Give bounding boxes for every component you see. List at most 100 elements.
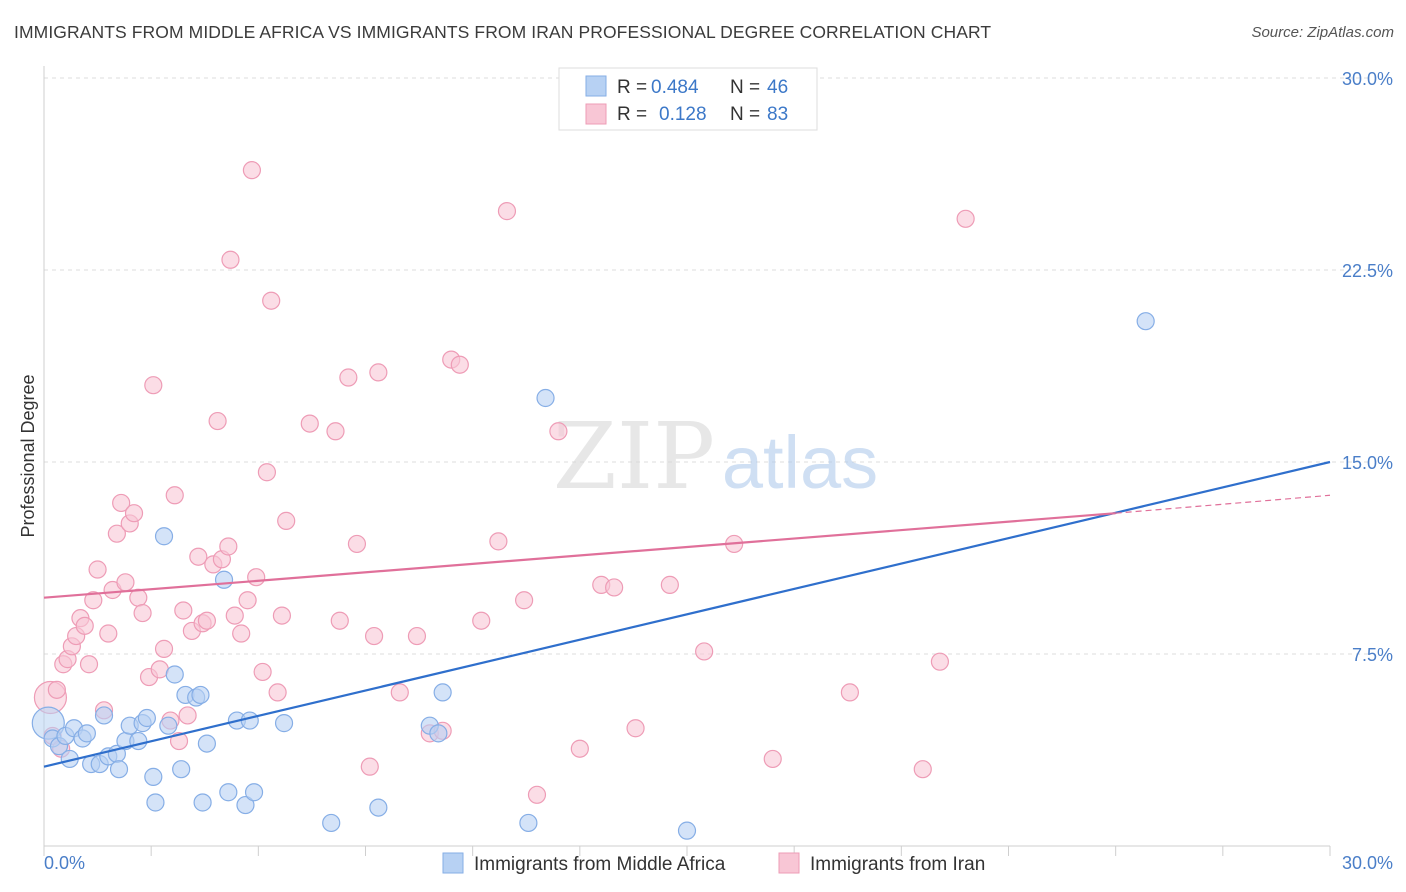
iran-point-16 [107,524,126,543]
iran-point-57 [360,757,379,776]
iran-point-2 [47,680,66,699]
iran-point-47 [257,463,277,482]
iran-point-50 [272,606,292,625]
middle-africa-point-27 [191,685,210,705]
middle-africa-point-30 [214,570,234,589]
iran-point-67 [489,532,508,551]
middle-africa-point-20 [146,793,165,812]
iran-point-70 [527,785,547,804]
series-swatch-pink [778,852,800,874]
middle-africa-point-33 [236,795,255,815]
iran-point-28 [165,486,184,505]
iran-point-54 [330,611,349,630]
legend-swatch-blue [585,75,607,97]
iran-point-30 [174,601,193,620]
grid-lines [44,77,1370,655]
legend-r-label-blue: R = [617,77,647,98]
legend-n-label-blue: N = [730,77,760,98]
iran-point-82 [930,652,950,671]
legend-r-label-pink: R = [617,104,647,125]
iran-point-75 [626,719,645,738]
iran-point-79 [763,749,782,769]
middle-africa-point-21 [154,527,174,546]
middle-africa-point-40 [429,724,448,743]
watermark-zip: ZIP [553,403,715,510]
legend-r-value-blue: 0.484 [651,77,699,98]
iran-point-53 [326,422,345,441]
iran-point-42 [232,624,251,643]
iran-point-9 [75,616,94,635]
iran-point-58 [364,626,384,646]
middle-africa-point-10 [94,706,114,725]
iran-point-12 [88,560,107,579]
middle-africa-point-36 [274,714,294,733]
series-label-blue: Immigrants from Middle Africa [474,854,726,875]
iran-trend-line-extension [1115,494,1331,514]
x-tick-label-left: 0.0% [44,853,85,873]
middle-africa-point-35 [244,783,264,802]
y-tick-label-1: 15.0% [1342,453,1393,473]
iran-point-45 [247,568,266,587]
iran-point-26 [154,639,174,658]
iran-point-83 [956,209,975,228]
middle-africa-point-24 [172,760,191,779]
iran-point-22 [133,603,152,623]
y-axis-label: Professional Degree [18,374,38,537]
iran-point-46 [253,662,272,682]
x-tick-label-right: 30.0% [1342,853,1393,873]
iran-point-66 [472,611,491,630]
middle-africa-point-7 [77,724,96,743]
y-tick-label-2: 22.5% [1342,261,1393,281]
series-label-pink: Immigrants from Iran [810,854,985,875]
middle-africa-point-18 [137,708,156,728]
watermark: ZIP atlas [553,403,878,510]
iran-point-20 [124,504,144,523]
middle-africa-point-37 [322,813,341,833]
middle-africa-point-29 [197,734,216,753]
iran-point-40 [221,250,240,269]
y-tick-labels: 7.5% 15.0% 22.5% 30.0% [1342,69,1393,665]
iran-point-31 [178,706,197,725]
iran-point-74 [605,578,624,597]
iran-point-71 [549,422,568,441]
iran-point-72 [570,739,589,758]
watermark-atlas: atlas [722,421,878,504]
y-tick-label-0: 7.5% [1352,645,1393,665]
trend-lines [43,460,1331,768]
iran-point-24 [144,376,163,395]
legend-n-value-pink: 83 [767,104,788,125]
iran-point-56 [347,534,367,554]
middle-africa-point-42 [519,813,538,833]
source-credit: Source: ZipAtlas.com [1251,24,1394,41]
iran-point-65 [450,355,469,374]
iran-point-76 [660,575,679,594]
middle-africa-point-38 [369,798,388,817]
iran-point-68 [497,202,517,221]
iran-point-59 [369,363,388,382]
middle-africa-point-22 [159,716,178,735]
iran-point-60 [390,683,409,702]
iran-point-14 [99,624,118,643]
chart-title: IMMIGRANTS FROM MIDDLE AFRICA VS IMMIGRA… [14,22,992,42]
iran-point-35 [197,611,216,630]
legend-n-label-pink: N = [730,104,760,125]
legend-n-value-blue: 46 [767,77,788,98]
iran-point-49 [268,683,287,702]
middle-africa-point-45 [1136,312,1155,331]
iran-point-37 [208,411,227,431]
middle-africa-point-43 [536,388,555,408]
middle-africa-point-34 [240,711,259,730]
series-legend: Immigrants from Middle Africa Immigrants… [442,852,985,875]
middle-africa-points [31,312,1155,840]
iran-point-77 [695,642,714,661]
middle-africa-point-16 [129,731,148,751]
middle-africa-point-44 [677,821,697,840]
middle-africa-point-41 [433,683,452,702]
iran-point-33 [189,547,208,566]
iran-point-69 [515,591,534,610]
correlation-legend: R = 0.484 N = 46 R = 0.128 N = 83 [558,67,818,131]
middle-africa-point-31 [219,783,238,802]
iran-point-18 [116,573,135,592]
series-swatch-blue [442,852,464,874]
